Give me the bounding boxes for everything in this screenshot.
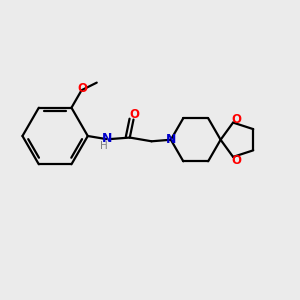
- Text: N: N: [102, 132, 112, 145]
- Text: O: O: [77, 82, 87, 95]
- Text: O: O: [129, 108, 139, 121]
- Text: O: O: [231, 154, 241, 166]
- Text: H: H: [100, 141, 108, 151]
- Text: O: O: [231, 113, 241, 126]
- Text: N: N: [166, 133, 176, 146]
